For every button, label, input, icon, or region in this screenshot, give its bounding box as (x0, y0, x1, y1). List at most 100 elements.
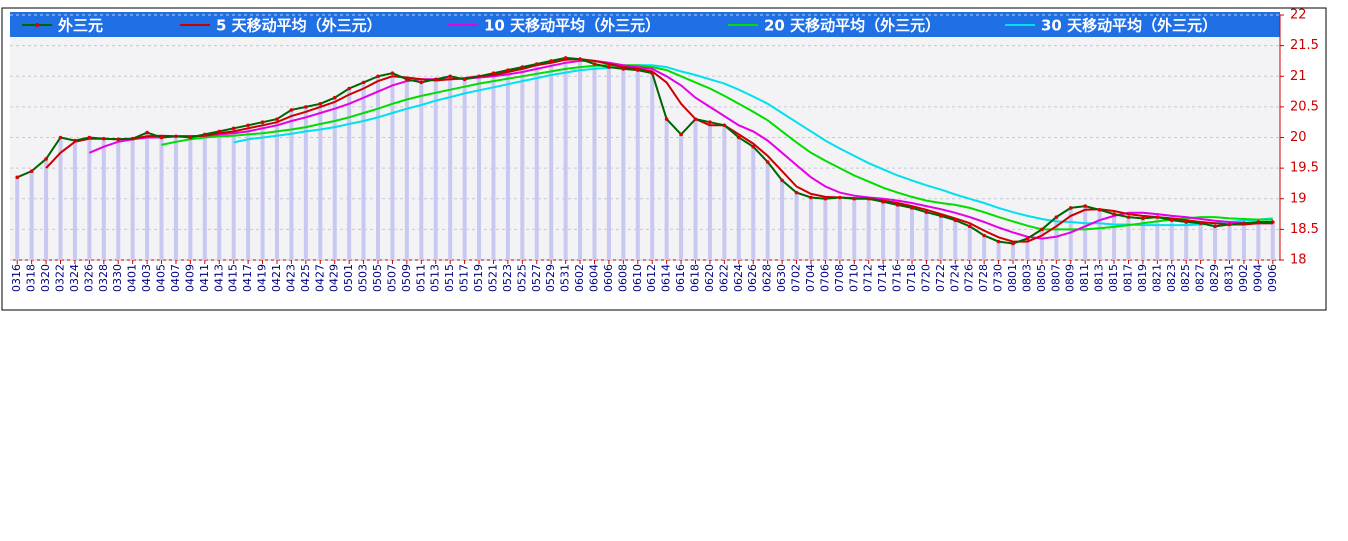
bar (621, 68, 626, 261)
x-tick-label: 0831 (1222, 264, 1235, 292)
x-tick-label: 0318 (25, 264, 38, 292)
x-tick-label: 0403 (140, 264, 153, 292)
legend-label: 5 天移动平均（外三元） (216, 17, 382, 35)
bar (938, 215, 943, 260)
bar (534, 64, 539, 260)
point-marker (563, 56, 568, 60)
bar (563, 57, 568, 260)
bar (1184, 222, 1189, 260)
bar (448, 76, 453, 260)
bar (1054, 217, 1059, 260)
x-tick-label: 0316 (10, 264, 23, 292)
bar (592, 64, 597, 260)
x-tick-label: 0616 (674, 264, 687, 292)
point-marker (1068, 206, 1073, 210)
x-tick-label: 0511 (414, 264, 427, 292)
point-marker (448, 74, 452, 79)
point-marker (1040, 227, 1044, 232)
bar (303, 106, 308, 260)
x-tick-label: 0610 (631, 264, 644, 292)
bar (953, 220, 958, 260)
x-tick-label: 0523 (501, 264, 514, 292)
point-marker (405, 77, 409, 82)
bar (1025, 238, 1030, 260)
x-tick-label: 0606 (602, 264, 615, 292)
bar (852, 198, 857, 260)
x-tick-label: 0509 (400, 264, 413, 292)
x-tick-label: 0529 (544, 264, 557, 292)
x-tick-label: 0602 (573, 264, 586, 292)
bar (866, 198, 871, 260)
point-marker (347, 86, 351, 91)
x-tick-label: 0815 (1107, 264, 1120, 292)
point-marker (967, 224, 972, 229)
y-tick-label: 20 (1290, 130, 1307, 145)
y-tick-label: 19.5 (1290, 161, 1319, 176)
y-tick-label: 21 (1290, 69, 1307, 84)
bar (650, 73, 655, 260)
bar (1241, 223, 1246, 260)
point-marker (217, 129, 222, 134)
x-tick-label: 0515 (443, 264, 456, 292)
x-tick-label: 0704 (804, 264, 817, 292)
bar (433, 79, 438, 260)
bar (751, 146, 756, 260)
point-marker (520, 65, 525, 69)
bar (29, 171, 34, 260)
bar (1227, 224, 1232, 260)
point-marker (650, 71, 655, 75)
legend-label: 10 天移动平均（外三元） (484, 17, 660, 35)
bar (462, 79, 467, 260)
point-marker (607, 65, 611, 69)
x-tick-label: 0401 (126, 264, 139, 292)
x-tick-label: 0519 (472, 264, 485, 292)
point-marker (1112, 212, 1116, 216)
y-tick-label: 22 (1290, 8, 1307, 23)
bar (1155, 217, 1160, 260)
y-tick-label: 18 (1290, 253, 1307, 268)
x-tick-label: 0415 (227, 264, 240, 292)
point-marker (1184, 220, 1188, 224)
x-tick-label: 0811 (1078, 264, 1091, 292)
point-marker (737, 135, 741, 140)
x-tick-label: 0320 (39, 264, 52, 292)
point-marker (866, 196, 871, 201)
bar (145, 132, 150, 260)
bar (780, 180, 785, 260)
x-tick-label: 0817 (1121, 264, 1134, 292)
bar (87, 137, 92, 260)
point-marker (1011, 241, 1015, 246)
x-tick-label: 0608 (616, 264, 629, 292)
bar (477, 76, 482, 260)
point-marker (996, 239, 1001, 244)
bar (1270, 222, 1275, 260)
bar (765, 162, 770, 260)
point-marker (679, 132, 683, 137)
x-tick-label: 0819 (1136, 264, 1149, 292)
bar (707, 122, 712, 260)
bar (318, 103, 323, 260)
point-marker (174, 134, 178, 139)
point-marker (1242, 221, 1246, 226)
x-tick-label: 0720 (919, 264, 932, 292)
point-marker (794, 190, 799, 195)
point-marker (924, 210, 929, 215)
point-marker (433, 77, 438, 82)
bar (722, 125, 727, 260)
series-line (233, 64, 1273, 227)
bar (823, 198, 828, 260)
bar (895, 204, 900, 260)
bar (1039, 229, 1044, 260)
bar (794, 192, 799, 260)
point-marker (592, 62, 597, 66)
point-marker (376, 74, 380, 79)
point-marker (188, 135, 193, 140)
bar (130, 138, 135, 260)
point-marker (15, 175, 20, 180)
x-tick-label: 0322 (54, 264, 67, 292)
x-tick-label: 0413 (212, 264, 225, 292)
point-marker (73, 138, 77, 143)
bar (404, 79, 409, 260)
bar (376, 76, 381, 260)
